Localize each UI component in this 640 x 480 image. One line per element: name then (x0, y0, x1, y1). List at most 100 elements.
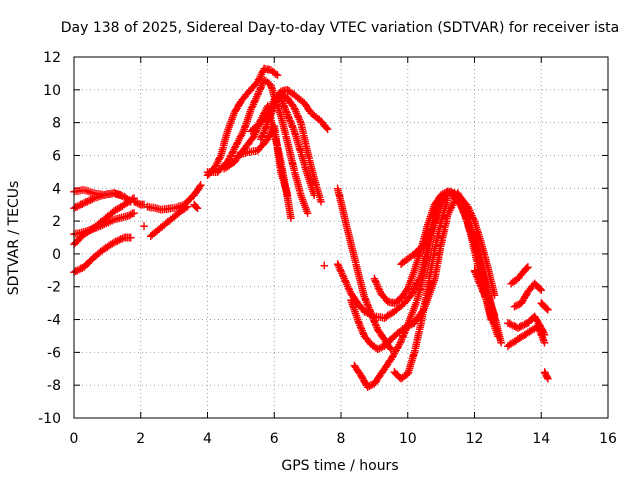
data-point: + (91, 249, 101, 263)
data-point: + (478, 266, 488, 280)
data-point: + (357, 282, 367, 296)
data-point: + (352, 259, 362, 273)
data-point: + (361, 331, 371, 345)
data-point: + (387, 350, 397, 364)
data-point: + (225, 118, 235, 132)
data-point: + (534, 318, 544, 332)
data-point: + (431, 263, 441, 277)
data-point: + (401, 368, 411, 382)
data-point: + (436, 214, 446, 228)
data-point: + (465, 224, 475, 238)
data-point: + (468, 232, 478, 246)
data-point: + (473, 260, 483, 274)
data-point: + (286, 211, 296, 225)
data-point: + (281, 129, 291, 143)
data-point: + (488, 315, 498, 329)
data-point: + (297, 120, 307, 134)
data-point: + (400, 323, 410, 337)
data-point: + (393, 302, 403, 316)
data-point: + (277, 93, 287, 107)
data-point: + (295, 143, 305, 157)
data-point: + (219, 136, 229, 150)
data-point: + (530, 276, 540, 290)
data-point: + (460, 196, 470, 210)
data-point: + (474, 264, 484, 278)
data-point: + (270, 91, 280, 105)
data-point: + (294, 182, 304, 196)
series-track-13: ++++++++++++++++++++++++++++++++++++++++… (219, 99, 296, 225)
data-point: + (478, 285, 488, 299)
data-point: + (84, 224, 94, 238)
data-point: + (282, 186, 292, 200)
data-point: + (420, 295, 430, 309)
data-point: + (451, 190, 461, 204)
data-point: + (254, 142, 264, 156)
data-point: + (515, 297, 525, 311)
data-point: + (277, 115, 287, 129)
data-point: + (471, 252, 481, 266)
data-point: + (485, 303, 495, 317)
data-point: + (354, 365, 364, 379)
data-point: + (483, 288, 493, 302)
data-point: + (154, 202, 164, 216)
data-point: + (419, 238, 429, 252)
data-point: + (375, 284, 385, 298)
data-point: + (518, 293, 528, 307)
data-point: + (228, 144, 238, 158)
data-point: + (508, 336, 518, 350)
data-point: + (391, 295, 401, 309)
data-point: + (243, 86, 253, 100)
data-point: + (411, 258, 421, 272)
data-point: + (257, 114, 267, 128)
data-point: + (384, 295, 394, 309)
data-point: + (341, 275, 351, 289)
data-point: + (348, 299, 358, 313)
data-point: + (276, 85, 286, 99)
data-point: + (422, 222, 432, 236)
data-point: + (432, 258, 442, 272)
data-point: + (258, 109, 268, 123)
data-point: + (443, 186, 453, 200)
data-point: + (359, 373, 369, 387)
data-point: + (491, 325, 501, 339)
series-track-6: +++++++ (129, 194, 149, 211)
data-point: + (541, 301, 551, 315)
data-point: + (456, 199, 466, 213)
data-point: + (305, 153, 315, 167)
data-point: + (483, 260, 493, 274)
data-point: + (441, 186, 451, 200)
data-point: + (303, 101, 313, 115)
data-point: + (179, 202, 189, 216)
data-point: + (353, 363, 363, 377)
data-point: + (408, 317, 418, 331)
data-point: + (190, 199, 200, 213)
data-point: + (527, 280, 537, 294)
data-point: + (386, 332, 396, 346)
data-point: + (418, 258, 428, 272)
data-point: + (420, 293, 430, 307)
data-point: + (111, 187, 121, 201)
data-point: + (434, 225, 444, 239)
data-point: + (415, 270, 425, 284)
data-point: + (290, 167, 300, 181)
data-point: + (454, 195, 464, 209)
data-point: + (417, 310, 427, 324)
data-point: + (475, 259, 485, 273)
data-point: + (369, 377, 379, 391)
data-point: + (375, 326, 385, 340)
series-track-1: ++++++++++++++++++++++++++++++ (69, 183, 136, 209)
data-point: + (423, 217, 433, 231)
data-point: + (347, 241, 357, 255)
data-point: + (472, 256, 482, 270)
data-point: + (303, 147, 313, 161)
data-point: + (249, 121, 259, 135)
data-point: + (435, 195, 445, 209)
data-point: + (458, 205, 468, 219)
data-point: + (112, 202, 122, 216)
data-point: + (134, 197, 144, 211)
data-point: + (439, 190, 449, 204)
data-point: + (313, 111, 323, 125)
data-point: + (232, 101, 242, 115)
data-point: + (481, 277, 491, 291)
data-point: + (393, 369, 403, 383)
